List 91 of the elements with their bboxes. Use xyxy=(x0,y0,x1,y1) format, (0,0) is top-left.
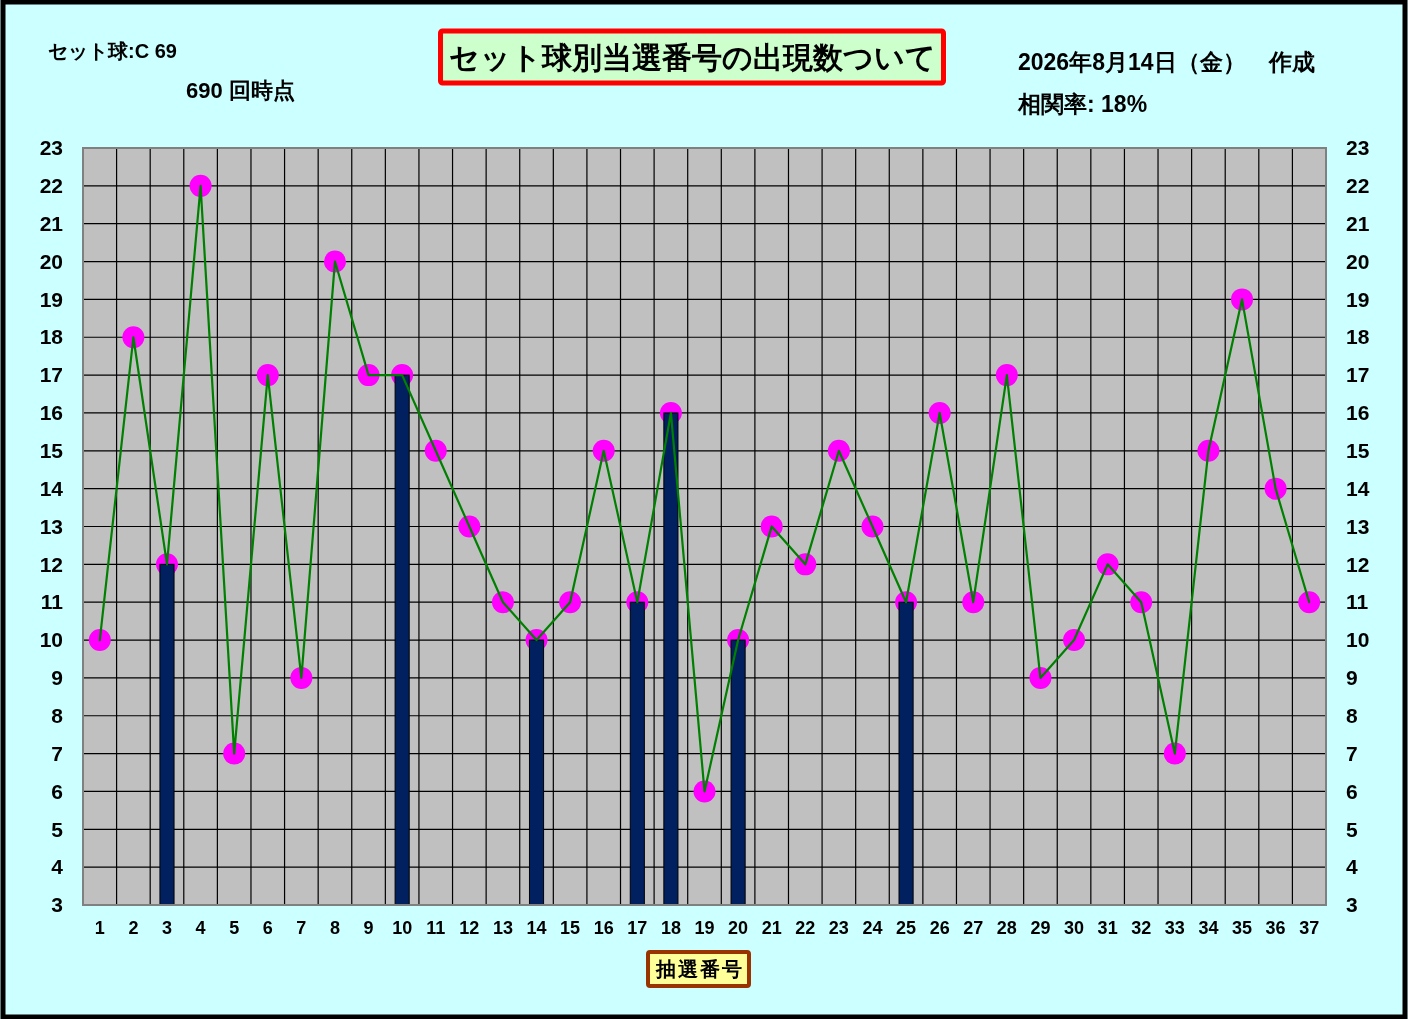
x-tick-label: 11 xyxy=(426,917,446,938)
y2-tick-label: 8 xyxy=(1346,703,1358,727)
y-tick-label: 4 xyxy=(51,855,64,879)
y2-tick-label: 6 xyxy=(1346,779,1358,803)
x-tick-label: 6 xyxy=(262,917,273,938)
y2-tick-label: 18 xyxy=(1346,325,1370,349)
y2-tick-label: 17 xyxy=(1346,363,1370,387)
y-tick-label: 11 xyxy=(40,590,64,614)
y2-tick-label: 12 xyxy=(1346,552,1370,576)
y2-tick-label: 4 xyxy=(1346,855,1358,879)
x-tick-label: 12 xyxy=(459,917,480,938)
x-tick-label: 21 xyxy=(761,917,782,938)
y-tick-label: 12 xyxy=(39,552,63,576)
y2-tick-label: 3 xyxy=(1346,893,1358,917)
x-tick-label: 24 xyxy=(862,917,883,938)
y2-tick-label: 23 xyxy=(1346,136,1370,160)
y-tick-label: 13 xyxy=(39,514,63,538)
point xyxy=(290,666,313,689)
point xyxy=(189,174,212,197)
y-tick-label: 14 xyxy=(39,476,64,500)
x-tick-label: 13 xyxy=(492,917,513,938)
x-tick-label: 31 xyxy=(1097,917,1118,938)
text: 相関率: 18% xyxy=(1017,91,1148,117)
y2-tick-label: 10 xyxy=(1346,628,1370,652)
x-tick-label: 20 xyxy=(728,917,749,938)
x-tick-label: 4 xyxy=(195,917,206,938)
point xyxy=(223,742,246,765)
x-tick-label: 25 xyxy=(896,917,917,938)
x-tick-label: 29 xyxy=(1030,917,1051,938)
text: 2026年8月14日（金） 作成 xyxy=(1018,49,1315,75)
x-tick-label: 18 xyxy=(660,917,681,938)
x-tick-label: 10 xyxy=(392,917,413,938)
x-tick-label: 9 xyxy=(363,917,374,938)
text: 690 回時点 xyxy=(186,78,295,103)
y2-tick-label: 21 xyxy=(1346,211,1370,235)
x-tick-label: 2 xyxy=(128,917,139,938)
x-tick-label: 32 xyxy=(1131,917,1152,938)
point xyxy=(1298,591,1321,614)
y-tick-label: 9 xyxy=(51,666,63,690)
y-tick-label: 17 xyxy=(39,363,63,387)
x-tick-label: 7 xyxy=(296,917,307,938)
y-tick-label: 16 xyxy=(39,401,63,425)
x-tick-label: 22 xyxy=(795,917,816,938)
x-tick-label: 35 xyxy=(1232,917,1253,938)
x-tick-label: 3 xyxy=(161,917,172,938)
x-tick-label: 14 xyxy=(526,917,547,938)
y-tick-label: 22 xyxy=(39,174,63,198)
y-tick-label: 23 xyxy=(39,136,63,160)
x-tick-label: 37 xyxy=(1299,917,1320,938)
y2-tick-label: 19 xyxy=(1346,287,1370,311)
y-tick-label: 6 xyxy=(51,779,63,803)
x-tick-label: 26 xyxy=(929,917,950,938)
x-tick-label: 15 xyxy=(560,917,581,938)
y2-tick-label: 16 xyxy=(1346,401,1370,425)
y2-tick-label: 14 xyxy=(1346,476,1370,500)
x-tick-label: 17 xyxy=(627,917,648,938)
y2-tick-label: 11 xyxy=(1346,590,1369,614)
x-tick-label: 1 xyxy=(94,917,105,938)
y-tick-label: 20 xyxy=(39,249,63,273)
x-tick-label: 8 xyxy=(329,917,340,938)
y-tick-label: 15 xyxy=(39,439,64,463)
x-axis-title: 抽選番号 xyxy=(655,958,744,980)
y-tick-label: 21 xyxy=(39,211,64,235)
y-tick-label: 8 xyxy=(51,703,64,727)
x-tick-label: 30 xyxy=(1064,917,1085,938)
x-tick-label: 36 xyxy=(1265,917,1286,938)
y2-tick-label: 5 xyxy=(1346,817,1358,841)
point xyxy=(256,364,279,387)
point xyxy=(88,629,111,652)
y2-tick-label: 22 xyxy=(1346,174,1370,198)
y-tick-label: 18 xyxy=(39,325,64,349)
y-tick-label: 3 xyxy=(51,893,63,917)
y2-tick-label: 7 xyxy=(1346,741,1358,765)
y-tick-label: 10 xyxy=(39,628,63,652)
x-tick-label: 23 xyxy=(828,917,849,938)
x-tick-label: 16 xyxy=(593,917,614,938)
x-tick-label: 27 xyxy=(963,917,984,938)
x-tick-label: 28 xyxy=(996,917,1017,938)
x-tick-label: 33 xyxy=(1164,917,1185,938)
y-tick-label: 7 xyxy=(51,741,63,765)
y2-tick-label: 15 xyxy=(1346,439,1370,463)
x-tick-label: 34 xyxy=(1198,917,1219,938)
y2-tick-label: 9 xyxy=(1346,666,1358,690)
chart-title: セット球別当選番号の出現数ついて xyxy=(448,41,936,74)
x-tick-label: 19 xyxy=(694,917,715,938)
y-tick-label: 5 xyxy=(51,817,64,841)
y-tick-label: 19 xyxy=(39,287,63,311)
text: セット球:C 69 xyxy=(48,40,177,62)
y2-tick-label: 20 xyxy=(1346,249,1370,273)
y2-tick-label: 13 xyxy=(1346,514,1370,538)
x-tick-label: 5 xyxy=(229,917,240,938)
